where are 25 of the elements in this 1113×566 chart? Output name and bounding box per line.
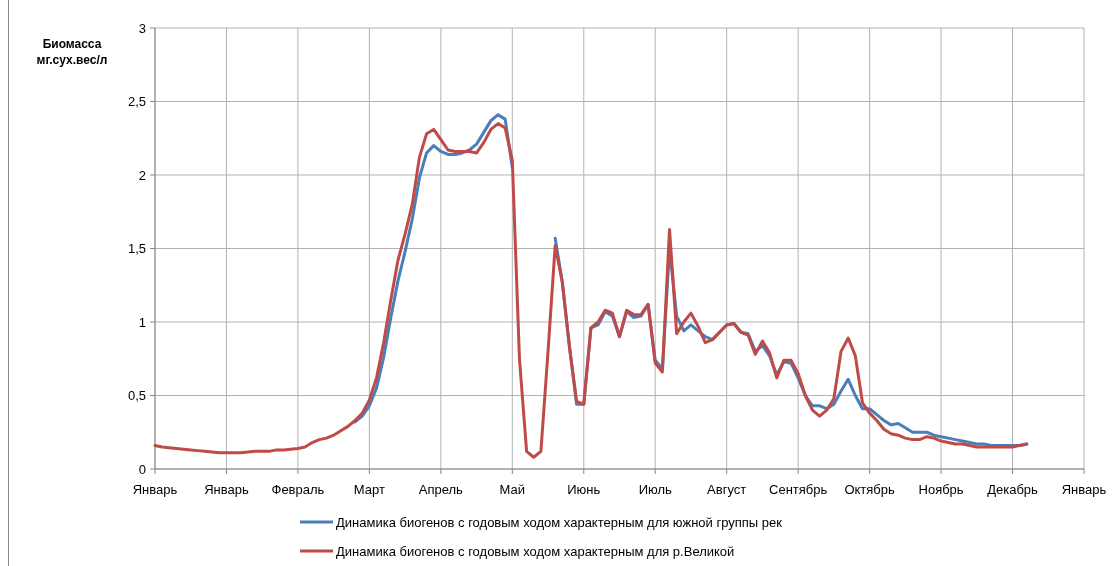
x-tick-label: Январь bbox=[132, 482, 178, 497]
x-tick-label: Июль bbox=[638, 482, 673, 497]
y-tick-label: 0,5 bbox=[127, 388, 146, 404]
x-tick-label: Декабрь bbox=[987, 482, 1039, 497]
y-tick-label: 2 bbox=[138, 167, 146, 183]
y-tick-label: 1,5 bbox=[127, 241, 146, 257]
line-series bbox=[153, 122, 1029, 459]
legend-label: Динамика биогенов с годовым ходом характерным для р.Великой bbox=[336, 543, 735, 559]
x-tick-label: Октябрь bbox=[844, 482, 896, 497]
x-tick-label: Март bbox=[353, 482, 385, 497]
y-tick-label: 2,5 bbox=[127, 94, 146, 110]
y-tick-label: 3 bbox=[138, 20, 146, 36]
x-tick-label: Сентябрь bbox=[769, 482, 828, 497]
legend-label: Динамика биогенов с годовым ходом характерным для южной группы рек bbox=[336, 514, 783, 530]
y-tick-label: 0 bbox=[138, 461, 146, 477]
x-tick-label: Ноябрь bbox=[918, 482, 964, 497]
x-tick-label: Июнь bbox=[567, 482, 601, 497]
x-tick-label: Январь bbox=[1061, 482, 1107, 497]
x-tick-label: Февраль bbox=[271, 482, 325, 497]
x-tick-label: Май bbox=[499, 482, 526, 497]
x-tick-label: Январь bbox=[204, 482, 249, 497]
x-tick-label: Апрель bbox=[418, 482, 464, 497]
x-tick-label: Август bbox=[707, 482, 747, 497]
y-tick-label: 1 bbox=[138, 314, 146, 330]
y-axis-title: Биомасса мг.сух.вес/л bbox=[36, 37, 108, 67]
